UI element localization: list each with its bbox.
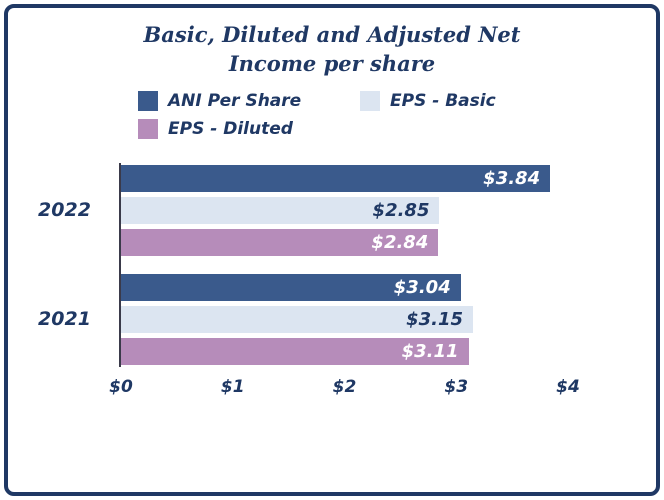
bar-groups: 2022 $3.84 $2.85 $2.84 2021 $3.04 $3.15 $3.11 (38, 164, 568, 365)
bar-value-label: $3.15 (406, 308, 463, 330)
category-label-2022: 2022 (38, 199, 91, 222)
bar-value-label: $2.84 (371, 231, 429, 253)
category-label-2021: 2021 (38, 308, 91, 331)
chart-title-line2: Income per share (228, 51, 436, 77)
bar-eps-basic-2022: $2.85 (121, 196, 440, 224)
legend-label: ANI Per Share (168, 90, 302, 111)
legend-swatch-ani-per-share-icon (138, 90, 158, 111)
chart-title-line1: Basic, Diluted and Adjusted Net (143, 22, 521, 47)
bar-eps-diluted-2021: $3.11 (121, 337, 469, 365)
bar-value-label: $3.84 (483, 167, 541, 189)
legend-swatch-eps-diluted-icon (138, 118, 158, 139)
x-axis-ticks: $0 $1 $2 $3 $4 (109, 376, 580, 407)
bar-group-2021: 2021 $3.04 $3.15 $3.11 (38, 273, 568, 365)
x-tick-3: $3 (444, 376, 469, 397)
legend-item-eps-basic: EPS - Basic (360, 90, 496, 111)
bar-eps-diluted-2022: $2.84 (121, 228, 439, 256)
x-tick-4: $4 (556, 376, 580, 397)
legend-label: EPS - Basic (390, 90, 496, 111)
bar-ani-per-share-2022: $3.84 (121, 164, 551, 192)
bar-eps-basic-2021: $3.15 (121, 305, 473, 333)
x-tick-1: $1 (220, 376, 245, 397)
bar-value-label: $2.85 (372, 199, 430, 221)
x-tick-0: $0 (109, 376, 133, 397)
y-axis-line (119, 162, 121, 367)
plot-area: 2022 $3.84 $2.85 $2.84 2021 $3.04 $3.15 $3.11 $… (8, 162, 656, 407)
legend-item-eps-diluted: EPS - Diluted (138, 118, 350, 139)
bar-value-label: $3.04 (393, 276, 451, 298)
legend-label: EPS - Diluted (168, 118, 293, 139)
x-tick-2: $2 (332, 376, 357, 397)
legend: ANI Per Share EPS - Basic EPS - Diluted (138, 90, 656, 139)
legend-swatch-eps-basic-icon (360, 90, 380, 111)
legend-item-ani-per-share: ANI Per Share (138, 90, 350, 111)
bar-ani-per-share-2021: $3.04 (121, 273, 461, 301)
bar-value-label: $3.11 (401, 340, 459, 362)
chart-title: Basic, Diluted and Adjusted Net Income p… (8, 20, 656, 79)
bar-group-2022: 2022 $3.84 $2.85 $2.84 (38, 164, 568, 256)
chart-frame: Basic, Diluted and Adjusted Net Income p… (4, 4, 660, 496)
